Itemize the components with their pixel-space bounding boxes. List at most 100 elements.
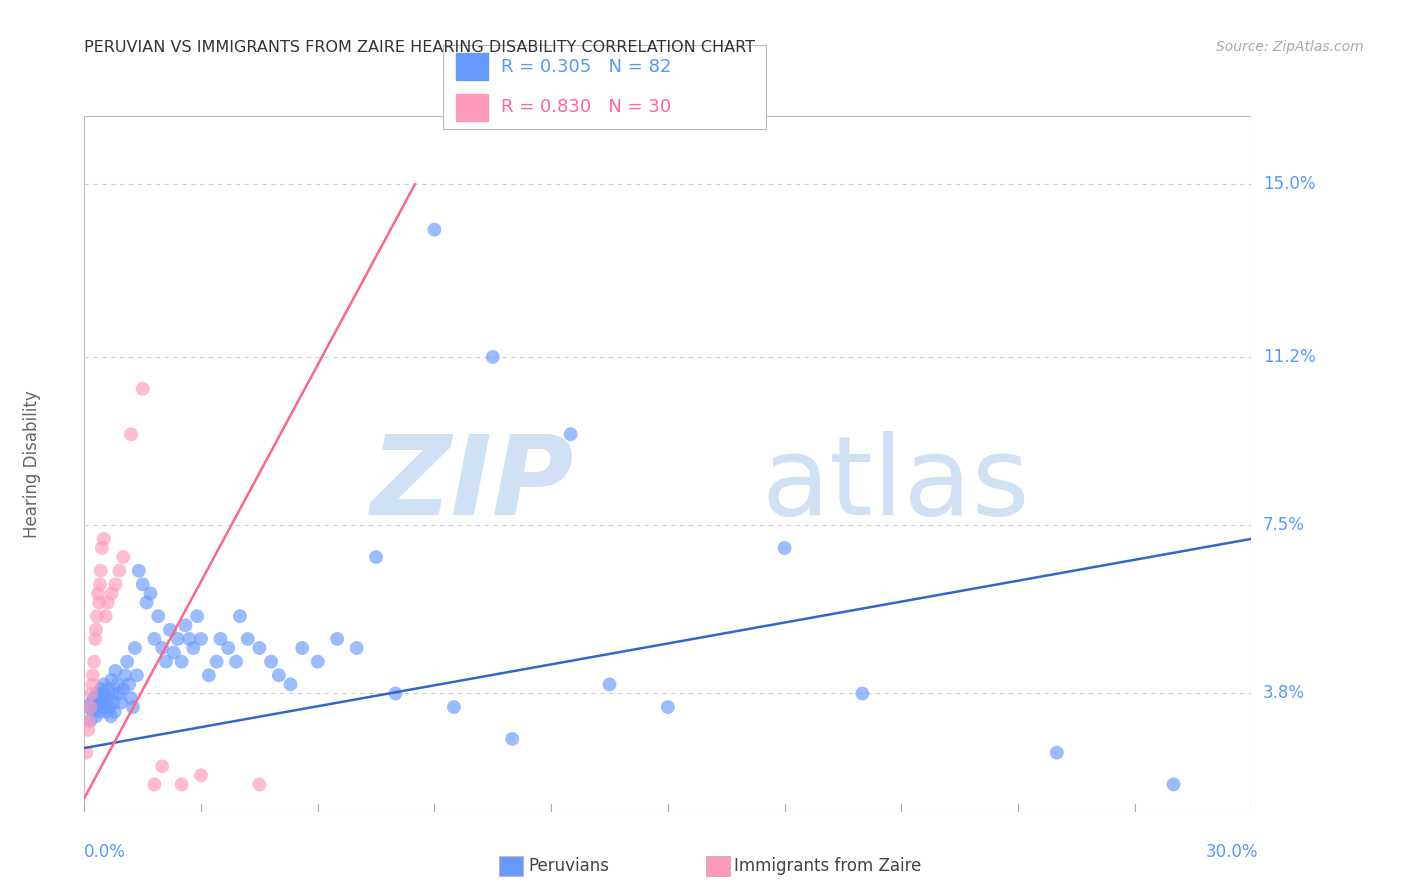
- Point: [599, 677, 621, 691]
- Point: [163, 646, 186, 660]
- Point: [423, 222, 446, 236]
- Point: [97, 681, 120, 696]
- Text: PERUVIAN VS IMMIGRANTS FROM ZAIRE HEARING DISABILITY CORRELATION CHART: PERUVIAN VS IMMIGRANTS FROM ZAIRE HEARIN…: [84, 40, 755, 55]
- Point: [657, 700, 679, 714]
- Point: [481, 350, 505, 364]
- Point: [104, 664, 127, 678]
- Bar: [456, 94, 488, 120]
- Point: [132, 382, 155, 396]
- Point: [100, 709, 122, 723]
- Text: Peruvians: Peruvians: [529, 857, 610, 875]
- Point: [267, 668, 290, 682]
- Point: [108, 686, 131, 700]
- Point: [86, 609, 108, 624]
- Point: [148, 609, 170, 624]
- Point: [87, 700, 110, 714]
- Point: [150, 640, 173, 655]
- Point: [82, 677, 104, 691]
- Point: [94, 696, 117, 710]
- Point: [122, 700, 145, 714]
- Point: [150, 759, 173, 773]
- Point: [247, 640, 270, 655]
- Point: [77, 723, 100, 737]
- Point: [97, 595, 120, 609]
- Point: [89, 705, 111, 719]
- Point: [205, 655, 228, 669]
- Point: [110, 696, 132, 710]
- Point: [170, 655, 193, 669]
- Point: [83, 655, 105, 669]
- Point: [86, 686, 108, 700]
- Point: [79, 700, 101, 714]
- Point: [236, 632, 259, 646]
- Point: [260, 655, 283, 669]
- Text: R = 0.305   N = 82: R = 0.305 N = 82: [501, 58, 672, 76]
- Point: [209, 632, 232, 646]
- Point: [103, 696, 125, 710]
- Point: [174, 618, 197, 632]
- Point: [89, 595, 111, 609]
- Point: [247, 777, 270, 791]
- Text: 15.0%: 15.0%: [1263, 175, 1316, 194]
- Point: [82, 705, 104, 719]
- Text: R = 0.830   N = 30: R = 0.830 N = 30: [501, 98, 671, 116]
- Text: Hearing Disability: Hearing Disability: [22, 390, 41, 538]
- Point: [96, 705, 118, 719]
- Point: [120, 427, 142, 442]
- Point: [159, 623, 181, 637]
- Point: [773, 541, 796, 555]
- Point: [1046, 746, 1069, 760]
- Point: [100, 673, 122, 687]
- Text: atlas: atlas: [761, 431, 1029, 538]
- Point: [83, 691, 105, 706]
- Point: [84, 623, 107, 637]
- Text: 7.5%: 7.5%: [1263, 516, 1305, 534]
- Point: [307, 655, 329, 669]
- Point: [217, 640, 239, 655]
- Point: [79, 714, 101, 728]
- Point: [135, 595, 157, 609]
- Point: [143, 777, 166, 791]
- Point: [384, 686, 406, 700]
- Point: [225, 655, 247, 669]
- Point: [93, 686, 115, 700]
- Point: [91, 700, 114, 714]
- Point: [75, 746, 97, 760]
- Point: [851, 686, 873, 700]
- Point: [112, 550, 135, 565]
- Point: [90, 681, 112, 696]
- Point: [291, 640, 314, 655]
- Point: [89, 577, 111, 591]
- Point: [90, 691, 112, 706]
- Text: Immigrants from Zaire: Immigrants from Zaire: [734, 857, 921, 875]
- Point: [115, 655, 138, 669]
- Point: [77, 700, 100, 714]
- Point: [114, 668, 136, 682]
- Point: [346, 640, 368, 655]
- Point: [104, 577, 127, 591]
- Point: [90, 541, 112, 555]
- Point: [80, 696, 103, 710]
- Point: [143, 632, 166, 646]
- Point: [186, 609, 208, 624]
- Text: Source: ZipAtlas.com: Source: ZipAtlas.com: [1216, 40, 1364, 54]
- Point: [181, 640, 204, 655]
- Point: [190, 632, 212, 646]
- Point: [132, 577, 155, 591]
- Point: [90, 564, 112, 578]
- Text: ZIP: ZIP: [371, 431, 575, 538]
- Point: [1163, 777, 1185, 791]
- Point: [155, 655, 177, 669]
- Point: [97, 691, 120, 706]
- Point: [229, 609, 252, 624]
- Point: [80, 686, 103, 700]
- Point: [443, 700, 465, 714]
- Point: [100, 586, 122, 600]
- Point: [77, 714, 100, 728]
- Point: [366, 550, 388, 565]
- Point: [94, 609, 117, 624]
- Point: [93, 677, 115, 691]
- Point: [89, 696, 111, 710]
- Point: [101, 686, 124, 700]
- Point: [190, 768, 212, 782]
